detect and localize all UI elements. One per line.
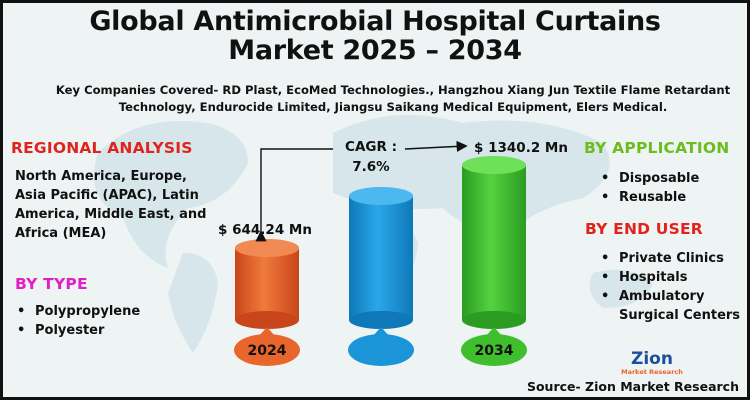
year-label-2024: 2024 xyxy=(248,343,287,359)
list-item: Reusable xyxy=(601,188,699,207)
by-application-heading: BY APPLICATION xyxy=(584,139,730,157)
list-item: Disposable xyxy=(601,169,699,188)
title-line-1: Global Antimicrobial Hospital Curtains xyxy=(89,6,661,37)
zion-logo: Zion Market Research xyxy=(621,349,683,376)
list-item: Hospitals xyxy=(601,268,746,287)
svg-text:Market Research: Market Research xyxy=(621,368,683,376)
list-item: Ambulatory Surgical Centers xyxy=(601,287,746,325)
cagr-arrow-right xyxy=(404,140,468,153)
cagr-label: CAGR : xyxy=(345,139,397,155)
list-item: Private Clinics xyxy=(601,249,746,268)
year-bubble-middle xyxy=(348,327,414,366)
companies-text: Key Companies Covered- RD Plast, EcoMed … xyxy=(55,83,731,114)
regional-analysis-text: North America, Europe, Asia Pacific (APA… xyxy=(15,169,207,241)
title-line-2: Market 2025 – 2034 xyxy=(228,35,522,66)
bar-middle xyxy=(349,187,413,329)
cagr-arrow-left xyxy=(255,148,333,242)
by-end-user-heading: BY END USER xyxy=(585,220,703,238)
by-type-list: Polypropylene Polyester xyxy=(17,302,140,340)
regional-analysis-heading: REGIONAL ANALYSIS xyxy=(11,139,193,157)
bar-2034 xyxy=(462,156,526,329)
source-text: Source- Zion Market Research xyxy=(526,379,739,394)
year-bubble-2024: 2024 xyxy=(234,327,300,366)
by-end-user-list: Private Clinics Hospitals Ambulatory Sur… xyxy=(601,249,746,325)
year-bubble-2034: 2034 xyxy=(461,327,527,366)
value-label-2034: $ 1340.2 Mn xyxy=(474,140,568,156)
year-label-2034: 2034 xyxy=(475,343,514,359)
list-item: Polypropylene xyxy=(17,302,140,321)
value-label-2024: $ 644.24 Mn xyxy=(218,222,312,238)
by-application-list: Disposable Reusable xyxy=(601,169,699,207)
market-bar-chart: CAGR : 7.6% $ 644.24 Mn $ 1340.2 Mn 2024… xyxy=(218,139,568,366)
cagr-value: 7.6% xyxy=(352,159,390,175)
list-item: Polyester xyxy=(17,321,140,340)
page-title: Global Antimicrobial Hospital Curtains M… xyxy=(3,7,747,65)
svg-text:Zion: Zion xyxy=(631,349,673,369)
by-type-heading: BY TYPE xyxy=(15,275,88,293)
bar-2024 xyxy=(235,239,299,329)
